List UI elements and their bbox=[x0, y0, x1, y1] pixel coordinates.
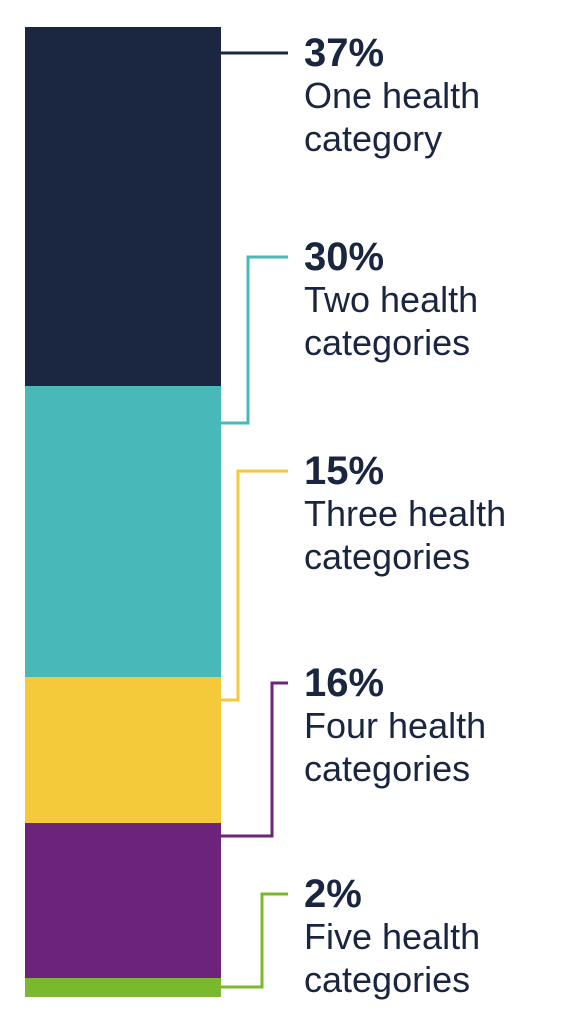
value-label-3: 15% bbox=[304, 449, 385, 493]
segment-label-1: 37% One health category bbox=[304, 32, 564, 160]
category-label-1: One health category bbox=[304, 75, 481, 159]
segment-label-3: 15% Three health categories bbox=[304, 450, 564, 578]
category-label-5: Five health categories bbox=[304, 916, 481, 1000]
category-label-3: Three health categories bbox=[304, 493, 507, 577]
value-label-5: 2% bbox=[304, 872, 362, 916]
bar-segment-3 bbox=[25, 677, 221, 823]
bar-segment-1 bbox=[25, 27, 221, 386]
category-label-4: Four health categories bbox=[304, 705, 487, 789]
connector-line-2 bbox=[221, 255, 288, 425]
value-label-2: 30% bbox=[304, 235, 385, 279]
connector-line-5 bbox=[221, 892, 288, 989]
value-label-1: 37% bbox=[304, 31, 385, 75]
connector-line-3 bbox=[221, 469, 288, 702]
segment-label-4: 16% Four health categories bbox=[304, 662, 564, 790]
segment-label-2: 30% Two health categories bbox=[304, 236, 564, 364]
value-label-4: 16% bbox=[304, 661, 385, 705]
segment-label-5: 2% Five health categories bbox=[304, 873, 564, 1001]
bar-segment-4 bbox=[25, 823, 221, 978]
connector-line-4 bbox=[221, 681, 288, 838]
bar-segment-5 bbox=[25, 978, 221, 997]
bar-segment-2 bbox=[25, 386, 221, 677]
category-label-2: Two health categories bbox=[304, 279, 479, 363]
